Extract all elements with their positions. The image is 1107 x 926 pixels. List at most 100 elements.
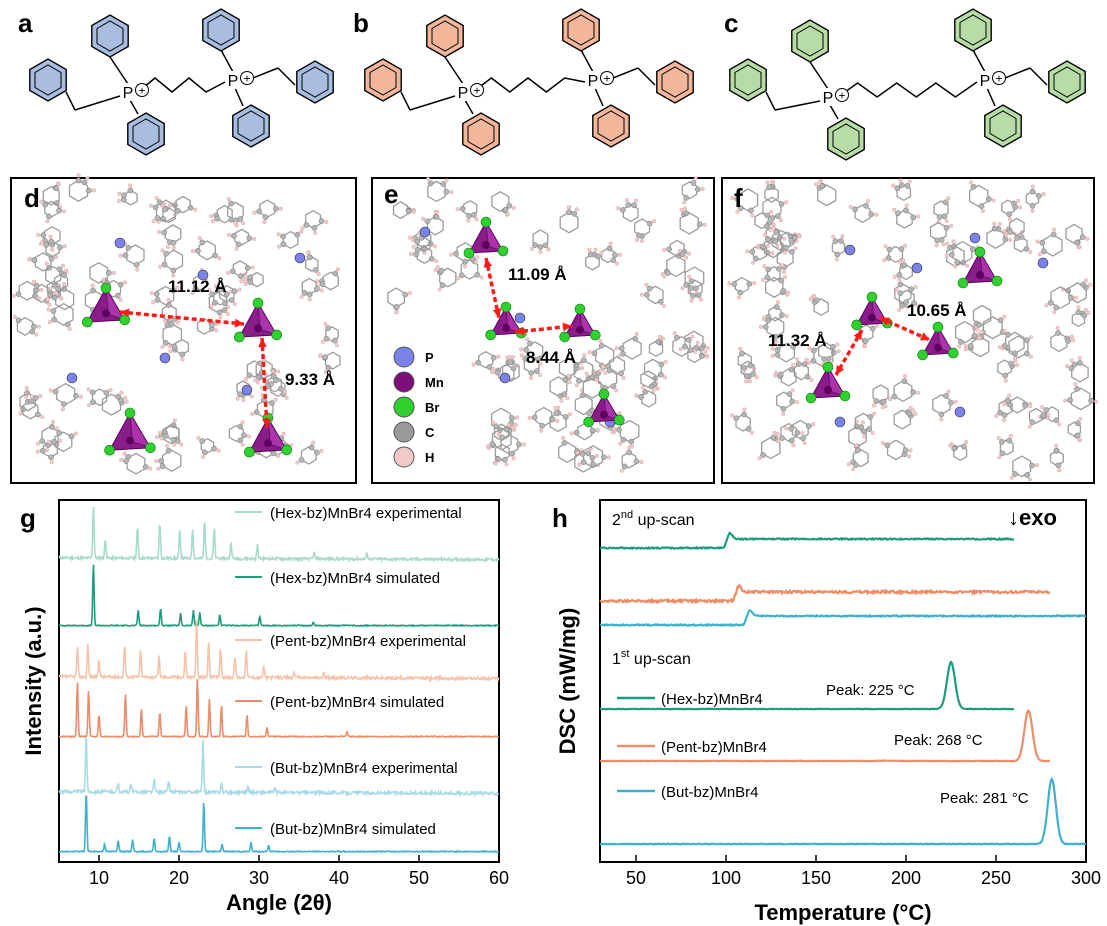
hydrogen-atom xyxy=(1002,402,1007,407)
hydrogen-atom xyxy=(770,353,775,358)
carbon-atom xyxy=(943,393,949,399)
hydrogen-atom xyxy=(682,206,687,211)
carbon-atom xyxy=(997,409,1003,416)
hydrogen-atom xyxy=(175,285,180,290)
hydrogen-atom xyxy=(281,431,286,436)
hydrogen-atom xyxy=(519,347,524,352)
carbon-atom xyxy=(68,433,75,440)
plot-h-series xyxy=(599,531,1087,846)
distance-f-1: 10.65 Å xyxy=(907,301,967,320)
phenyl-ring-inner xyxy=(796,25,824,57)
phenyl-ring-inner xyxy=(132,118,160,150)
bond xyxy=(74,95,121,111)
phenyl-ring-inner xyxy=(431,20,459,52)
hydrogen-atom xyxy=(48,286,53,291)
carbon-atom xyxy=(247,274,254,281)
carbon-atom xyxy=(1071,361,1078,368)
bromine-atom xyxy=(252,297,264,309)
carbon-atom xyxy=(312,267,319,273)
mnbr4-tetrahedron xyxy=(234,297,283,343)
carbon-atom xyxy=(683,210,690,217)
bond xyxy=(1029,67,1048,86)
carbon-atom xyxy=(244,265,251,271)
carbon-atom xyxy=(121,192,127,199)
hydrogen-atom xyxy=(1085,236,1090,241)
x-tick-label: 30 xyxy=(249,868,269,888)
hydrogen-atom xyxy=(781,411,786,416)
hydrogen-atom xyxy=(240,420,245,425)
hydrogen-atom xyxy=(574,383,579,388)
hydrogen-atom xyxy=(449,190,454,195)
carbon-atom xyxy=(393,304,400,310)
phenyl-ring xyxy=(127,112,165,156)
carbon-atom xyxy=(837,238,844,244)
carbon-atom xyxy=(319,281,326,288)
plus-sign: + xyxy=(243,72,250,86)
manganese-atom xyxy=(976,271,984,279)
hydrogen-atom xyxy=(117,199,122,204)
hydrogen-atom xyxy=(916,390,921,395)
phenyl-cluster xyxy=(1008,217,1025,237)
carbon-atom xyxy=(903,207,909,214)
hydrogen-atom xyxy=(655,386,660,391)
hydrogen-atom xyxy=(226,305,231,310)
hydrogen-atom xyxy=(119,390,124,395)
carbon-atom xyxy=(1023,246,1030,252)
hydrogen-atom xyxy=(783,250,788,255)
phenyl-cluster xyxy=(558,441,577,464)
phenyl-cluster xyxy=(427,180,446,203)
carbon-atom xyxy=(46,213,52,220)
hydrogen-atom xyxy=(634,331,639,336)
hydrogen-atom xyxy=(901,258,906,263)
manganese-atom xyxy=(102,309,110,318)
carbon-atom xyxy=(591,350,598,357)
hydrogen-atom xyxy=(812,293,817,298)
hydrogen-atom xyxy=(608,241,613,246)
phenyl-cluster xyxy=(392,201,409,220)
hydrogen-atom xyxy=(35,441,40,446)
hydrogen-atom xyxy=(1083,307,1088,312)
hydrogen-atom xyxy=(504,462,509,467)
hydrogen-atom xyxy=(756,244,761,249)
phenyl-cluster xyxy=(501,361,520,382)
hydrogen-atom xyxy=(1057,422,1062,427)
phenyl-ring xyxy=(954,8,992,52)
carbon-atom xyxy=(192,285,199,292)
carbon-atom xyxy=(886,246,893,253)
hydrogen-atom xyxy=(782,270,787,275)
manganese-atom xyxy=(576,325,584,334)
carbon-atom xyxy=(64,321,71,328)
bromine-atom xyxy=(947,347,959,359)
carbon-atom xyxy=(516,441,522,448)
plot-h-x-axis: 50 100 150 200 250 300 xyxy=(626,855,1101,888)
carbon-atom xyxy=(895,210,901,217)
crystal-e-organic-bottom xyxy=(471,330,710,473)
carbon-atom xyxy=(804,373,811,380)
carbon-atom xyxy=(246,372,253,379)
phosphorus-bg xyxy=(978,71,992,89)
manganese-atom xyxy=(934,343,942,352)
hydrogen-atom xyxy=(1078,437,1083,442)
hydrogen-atom xyxy=(621,375,626,380)
phosphorus-atom xyxy=(197,269,209,281)
carbon-atom xyxy=(1053,417,1060,424)
carbon-atom xyxy=(985,196,992,202)
bond xyxy=(464,99,474,115)
carbon-atom xyxy=(306,291,313,298)
carbon-atom xyxy=(819,183,825,189)
carbon-atom xyxy=(39,447,46,454)
hydrogen-atom xyxy=(522,442,527,447)
carbon-atom xyxy=(948,251,955,258)
carbon-atom xyxy=(576,377,582,384)
hydrogen-atom xyxy=(411,210,416,215)
carbon-atom xyxy=(683,194,690,201)
bond xyxy=(277,67,296,86)
distance-arrowhead xyxy=(853,330,862,340)
bond xyxy=(829,104,839,120)
carbon-atom xyxy=(308,444,315,451)
carbon-atom xyxy=(1024,350,1030,357)
carbon-atom xyxy=(690,180,697,186)
carbon-atom xyxy=(209,322,215,328)
hydrogen-atom xyxy=(1018,205,1023,210)
hydrogen-atom xyxy=(1007,217,1012,222)
